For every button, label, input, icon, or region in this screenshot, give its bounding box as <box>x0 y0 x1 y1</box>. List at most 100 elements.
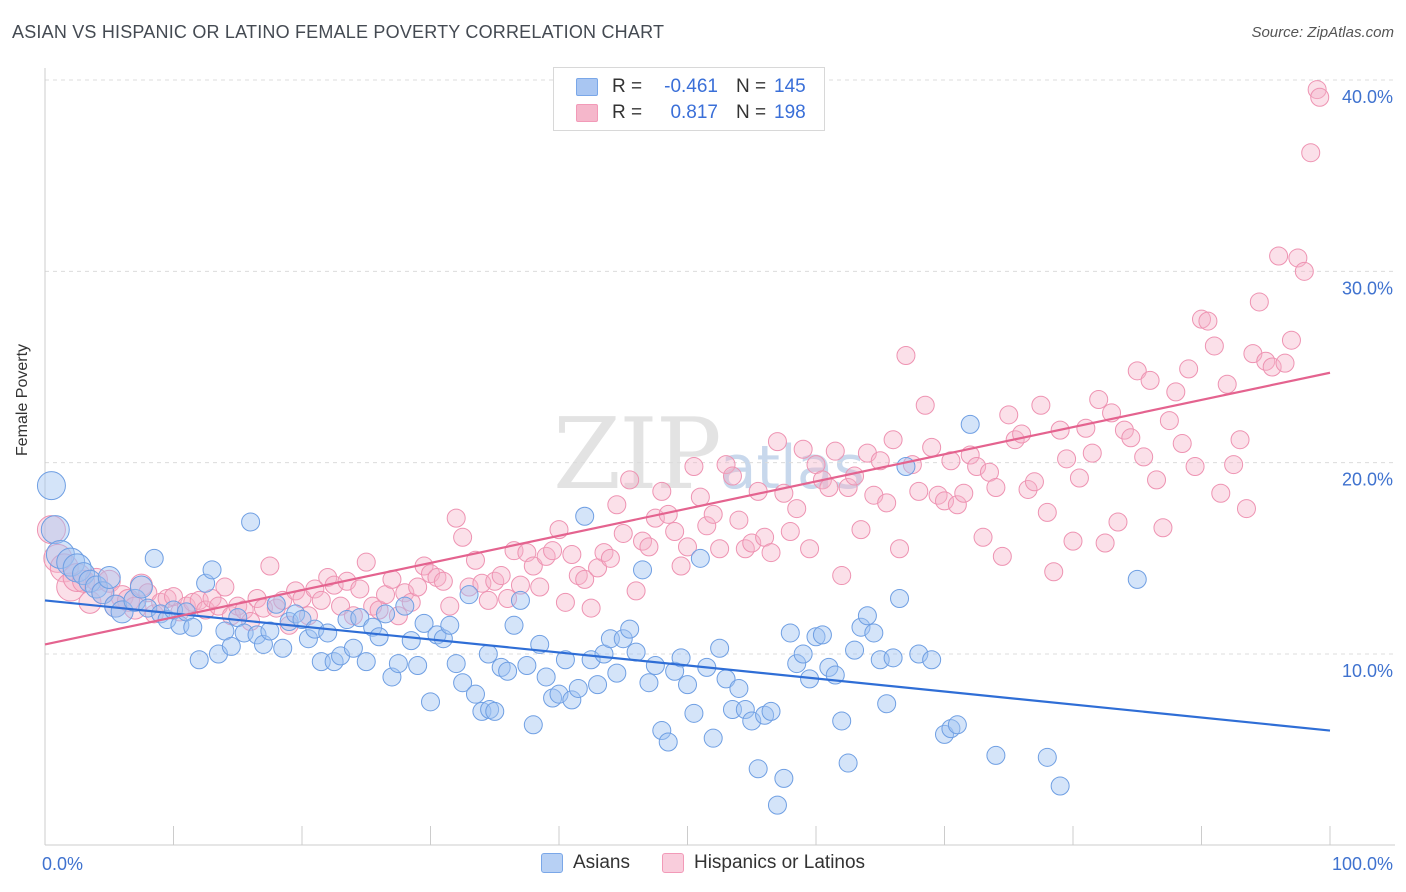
asian-point <box>761 701 781 721</box>
asian-point <box>363 617 383 637</box>
hispanic-point <box>697 516 717 536</box>
asian-point <box>260 621 280 641</box>
asian-point <box>401 631 421 651</box>
hispanic-point <box>967 456 987 476</box>
hispanic-point <box>992 546 1012 566</box>
asian-point <box>851 617 871 637</box>
hispanic-point <box>690 487 710 507</box>
asian-point <box>123 588 147 612</box>
asian-point <box>36 471 66 501</box>
hispanic-point <box>684 456 704 476</box>
hispanic-point <box>459 577 479 597</box>
asian-point <box>806 627 826 647</box>
asian-point <box>202 560 222 580</box>
hispanic-point <box>1166 382 1186 402</box>
y-tick-label: 40.0% <box>1342 87 1393 107</box>
hispanic-point <box>1095 533 1115 553</box>
hispanic-point <box>1310 87 1330 107</box>
y-tick-label: 20.0% <box>1342 470 1393 490</box>
hispanic-point <box>543 541 563 561</box>
hispanic-point <box>722 466 742 486</box>
asian-point <box>414 613 434 633</box>
asian-point <box>845 640 865 660</box>
asian-point <box>376 604 396 624</box>
asian-point <box>221 636 241 656</box>
hispanic-point <box>311 590 331 610</box>
hispanic-point <box>825 441 845 461</box>
asian-point <box>144 548 164 568</box>
hispanic-point <box>575 569 595 589</box>
hispanic-point <box>510 575 530 595</box>
hispanic-point <box>234 600 254 620</box>
hispanic-point <box>215 577 235 597</box>
hispanic-point <box>851 520 871 540</box>
hispanic-point <box>883 430 903 450</box>
asian-point <box>812 625 832 645</box>
hispanic-point <box>1249 292 1269 312</box>
asian-point <box>273 638 293 658</box>
hispanic-point <box>1018 479 1038 499</box>
asian-point <box>652 721 672 741</box>
asian-point <box>62 553 92 583</box>
asian-point <box>947 715 967 735</box>
hispanic-point <box>922 437 942 457</box>
legend-swatch-asians <box>540 853 563 873</box>
asian-point <box>575 506 595 526</box>
asian-point <box>877 694 897 714</box>
hispanic-point <box>478 590 498 610</box>
hispanic-point <box>78 590 102 614</box>
hispanic-point <box>1159 411 1179 431</box>
asian-point <box>485 701 505 721</box>
x-tick-label: 0.0% <box>42 854 83 874</box>
legend-row-asians: R = -0.461 N = 145 <box>576 76 806 98</box>
asian-point <box>633 560 653 580</box>
series-legend: Asians Hispanics or Latinos <box>0 852 1406 874</box>
asian-point <box>446 654 466 674</box>
hispanic-point <box>877 493 897 513</box>
hispanic-point <box>1024 472 1044 492</box>
hispanic-point <box>665 522 685 542</box>
hispanic-point <box>1089 390 1109 410</box>
asian-point <box>645 655 665 675</box>
asian-point <box>1037 747 1057 767</box>
hispanic-point <box>1269 246 1289 266</box>
hispanic-point <box>941 451 961 471</box>
asian-point <box>453 673 473 693</box>
hispanic-point <box>1185 456 1205 476</box>
hispanic-point <box>356 552 376 572</box>
asian-point <box>408 655 428 675</box>
legend-swatch-asians <box>576 78 598 96</box>
legend-n-label: N = <box>736 76 767 97</box>
asian-point <box>684 703 704 723</box>
hispanic-point <box>845 466 865 486</box>
legend-row-hispanics: R = 0.817 N = 198 <box>576 102 806 124</box>
watermark: ZIPatlas <box>553 398 865 512</box>
hispanic-point <box>1294 261 1314 281</box>
hispanic-point <box>1121 428 1141 448</box>
hispanic-point <box>947 495 967 515</box>
asian-point <box>678 675 697 695</box>
hispanic-point <box>1069 468 1089 488</box>
asian-point <box>549 684 569 704</box>
legend-item-asians[interactable]: Asians <box>540 852 630 874</box>
hispanic-point <box>1147 470 1167 490</box>
hispanic-point <box>819 478 839 498</box>
legend-item-hispanics[interactable]: Hispanics or Latinos <box>661 852 865 874</box>
hispanic-point <box>1127 361 1147 381</box>
asian-point <box>690 548 710 568</box>
asian-point <box>703 728 723 748</box>
asian-point <box>183 617 203 637</box>
hispanic-point <box>620 470 640 490</box>
asian-point <box>1050 776 1070 796</box>
asian-point <box>613 629 633 649</box>
asian-point <box>960 414 980 434</box>
hispanic-point <box>909 481 929 501</box>
hispanic-point <box>260 556 280 576</box>
hispanic-point <box>626 581 646 601</box>
hispanic-point <box>433 571 453 591</box>
legend-swatch-hispanics <box>661 853 684 873</box>
asian-point <box>138 598 158 618</box>
hispanic-point <box>446 508 466 528</box>
hispanic-point <box>716 455 736 475</box>
asian-point <box>395 596 415 616</box>
